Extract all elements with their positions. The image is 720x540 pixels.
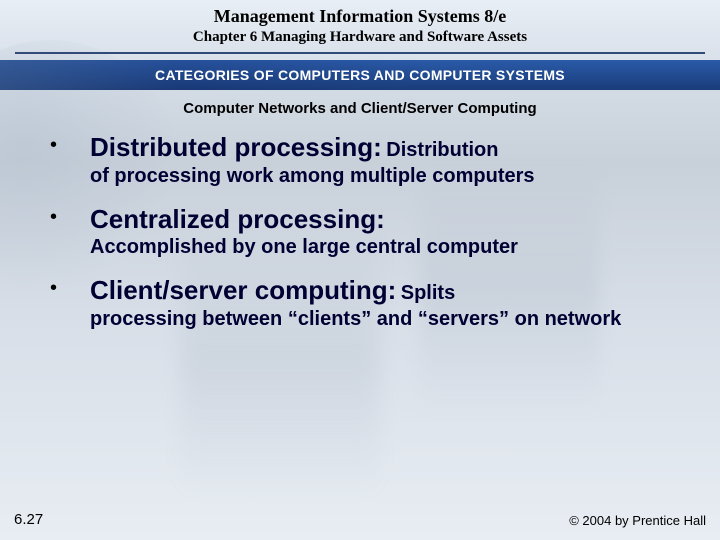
- bullet-dot-icon: •: [50, 131, 90, 159]
- bullet-text: Centralized processing: Accomplished by …: [90, 203, 690, 261]
- header-divider: [15, 52, 705, 54]
- bullet-text: Distributed processing: Distribution of …: [90, 131, 690, 189]
- chapter-title: Chapter 6 Managing Hardware and Software…: [0, 29, 720, 46]
- book-title: Management Information Systems 8/e: [0, 6, 720, 27]
- section-banner-text: CATEGORIES OF COMPUTERS AND COMPUTER SYS…: [155, 67, 565, 83]
- bullet-item: • Centralized processing: Accomplished b…: [50, 203, 690, 261]
- bullet-item: • Client/server computing: Splits proces…: [50, 274, 690, 332]
- section-banner: CATEGORIES OF COMPUTERS AND COMPUTER SYS…: [0, 60, 720, 90]
- slide-content: • Distributed processing: Distribution o…: [50, 131, 690, 332]
- bullet-term: Distributed processing:: [90, 132, 382, 162]
- copyright-text: © 2004 by Prentice Hall: [569, 513, 706, 528]
- topic-subheading: Computer Networks and Client/Server Comp…: [0, 100, 720, 117]
- bullet-desc-rest: of processing work among multiple comput…: [90, 165, 535, 187]
- slide-number: 6.27: [14, 511, 43, 528]
- bullet-term: Client/server computing:: [90, 275, 396, 305]
- bullet-dot-icon: •: [50, 274, 90, 302]
- slide-header: Management Information Systems 8/e Chapt…: [0, 0, 720, 117]
- bullet-term: Centralized processing:: [90, 204, 385, 234]
- bullet-item: • Distributed processing: Distribution o…: [50, 131, 690, 189]
- bullet-desc-inline: Distribution: [386, 139, 498, 161]
- bullet-dot-icon: •: [50, 203, 90, 231]
- bullet-desc-inline: Splits: [401, 282, 455, 304]
- bullet-desc-rest: Accomplished by one large central comput…: [90, 236, 518, 258]
- bullet-text: Client/server computing: Splits processi…: [90, 274, 690, 332]
- bullet-desc-rest: processing between “clients” and “server…: [90, 308, 621, 330]
